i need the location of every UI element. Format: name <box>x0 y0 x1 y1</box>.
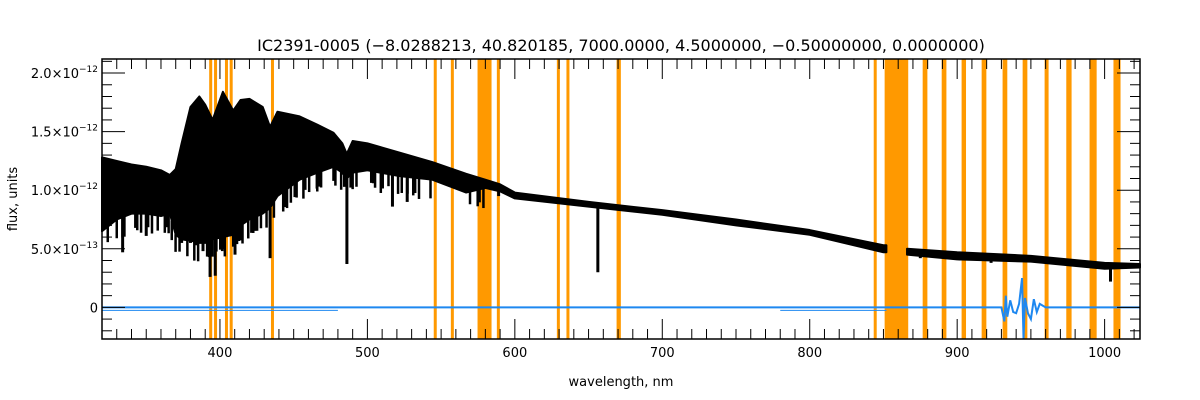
masked-region <box>922 59 928 339</box>
masked-region <box>1022 59 1028 339</box>
x-tick-label: 800 <box>797 346 822 361</box>
axes: 400 500 600 700 800 900 1000 0 5.0×10−13 1.0×10−1… <box>31 58 1141 361</box>
y-tick-label: 1.5×10−12 <box>31 124 98 141</box>
masked-region <box>496 59 500 339</box>
masked-region <box>941 59 947 339</box>
masked-region <box>873 59 877 339</box>
spectrum-band <box>101 90 888 254</box>
x-tick-label: 1000 <box>1088 346 1121 361</box>
y-tick-label: 2.0×10−12 <box>31 65 98 82</box>
residual-series <box>102 277 1140 340</box>
y-axis-label: flux, units <box>6 167 21 232</box>
masked-region <box>981 59 987 339</box>
masked-region <box>616 59 621 339</box>
masked-region <box>1002 59 1008 339</box>
x-tick-label: 400 <box>208 346 233 361</box>
masked-region <box>961 59 967 339</box>
x-tick-label: 900 <box>945 346 970 361</box>
masked-region <box>433 59 437 339</box>
masked-region <box>884 59 909 339</box>
residual-line <box>102 277 1140 340</box>
y-tick-label: 0 <box>90 301 98 316</box>
masked-region <box>1066 59 1072 339</box>
chart-title: IC2391-0005 (−8.0288213, 40.820185, 7000… <box>257 36 985 55</box>
x-axis-label: wavelength, nm <box>569 375 674 390</box>
y-tick-label: 5.0×10−13 <box>31 241 98 258</box>
x-tick-label: 700 <box>650 346 675 361</box>
spectrum-series <box>101 90 1141 282</box>
x-tick-label: 500 <box>355 346 380 361</box>
y-tick-label: 1.0×10−12 <box>31 182 98 199</box>
masked-region <box>450 59 454 339</box>
plot-frame <box>101 58 1141 340</box>
masked-region <box>1113 59 1121 339</box>
masked-region <box>1089 59 1097 339</box>
masked-region <box>1044 59 1049 339</box>
x-tick-label: 600 <box>502 346 527 361</box>
